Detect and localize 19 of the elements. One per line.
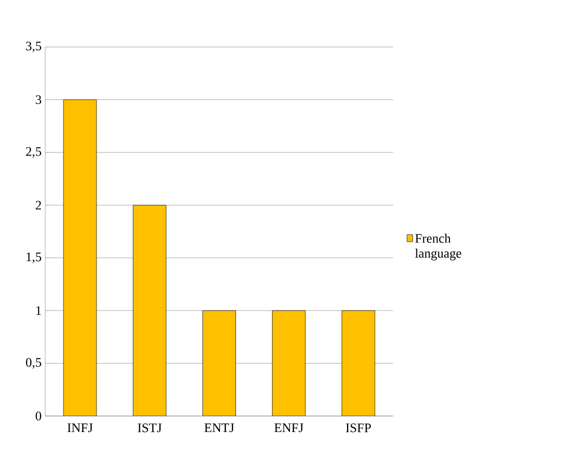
x-tick-label: INFJ (68, 424, 93, 432)
bar (272, 310, 306, 416)
y-tick-label: 3,5 (26, 42, 42, 52)
bar (202, 310, 236, 416)
y-tick-label: 0 (36, 412, 42, 420)
y-tick-label: 2 (36, 200, 41, 210)
y-tick-label: 1,5 (26, 252, 42, 264)
bar (132, 204, 166, 416)
legend-label: French language (415, 234, 462, 260)
y-tick-label: 0,5 (26, 358, 42, 369)
y-tick-label: 3 (36, 95, 42, 104)
x-tick-label: ENTJ (204, 424, 234, 432)
x-tick-label: ENFJ (274, 424, 304, 432)
x-tick-label: ISFP (346, 424, 371, 432)
bar (342, 310, 376, 416)
x-tick-label: ISTJ (138, 424, 162, 432)
bar (63, 100, 97, 416)
y-tick-label: 1 (36, 306, 41, 315)
y-tick-label: 2,5 (26, 147, 42, 158)
